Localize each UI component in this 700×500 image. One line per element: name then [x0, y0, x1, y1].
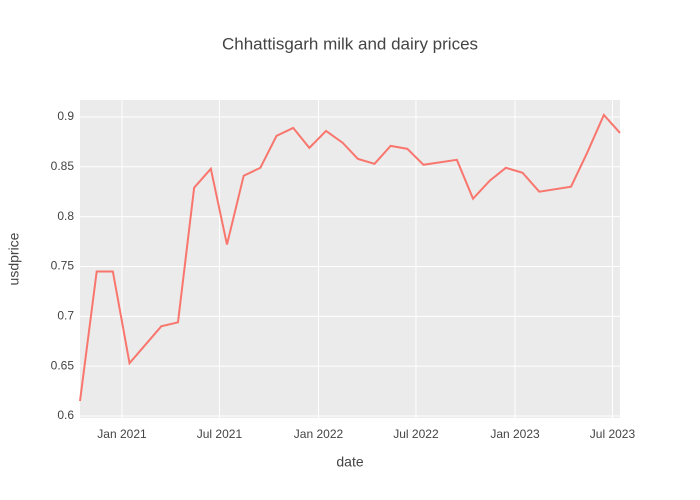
y-tick-label: 0.8 — [57, 209, 74, 223]
y-tick-label: 0.6 — [57, 408, 74, 422]
y-tick-label: 0.9 — [57, 109, 74, 123]
y-tick-label: 0.65 — [51, 358, 75, 372]
x-tick-label: Jul 2022 — [393, 427, 439, 441]
plot-background — [80, 100, 620, 418]
x-tick-label: Jul 2023 — [590, 427, 636, 441]
y-tick-label: 0.75 — [51, 259, 75, 273]
y-tick-label: 0.85 — [51, 159, 75, 173]
x-axis-label: date — [336, 454, 363, 470]
y-tick-label: 0.7 — [57, 308, 74, 322]
x-tick-label: Jan 2022 — [294, 427, 344, 441]
x-tick-label: Jan 2023 — [490, 427, 540, 441]
data-line — [79, 113, 621, 402]
chart-title: Chhattisgarh milk and dairy prices — [222, 34, 478, 53]
x-tick-label: Jul 2021 — [197, 427, 243, 441]
y-axis-label: usdprice — [6, 232, 22, 285]
x-tick-label: Jan 2021 — [97, 427, 147, 441]
